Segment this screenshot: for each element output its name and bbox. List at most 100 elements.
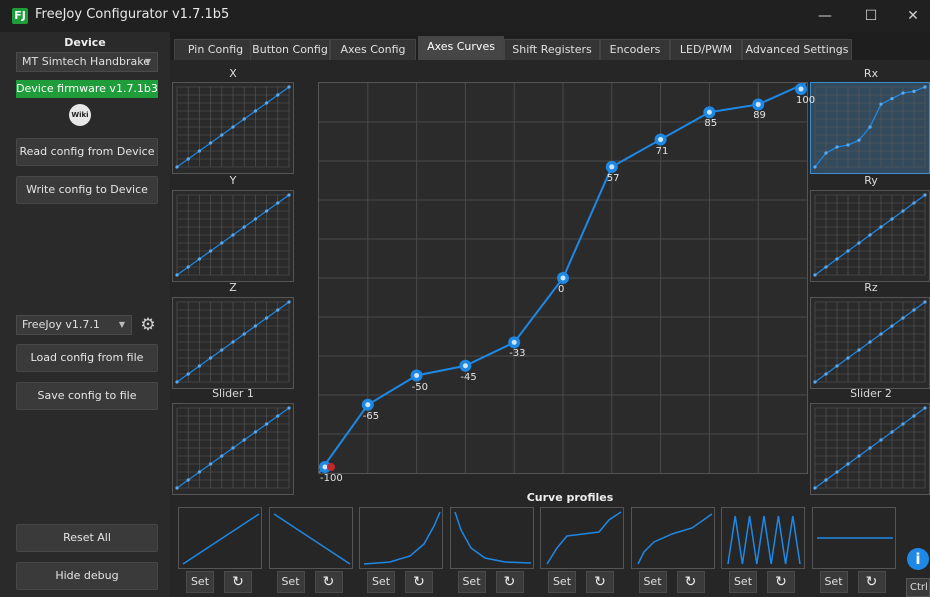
thumb-curve-point — [276, 308, 280, 312]
axis-thumb-ry[interactable] — [810, 190, 930, 282]
write-config-button[interactable]: Write config to Device — [16, 176, 158, 204]
profile-reset-icon[interactable]: ↻ — [314, 571, 343, 593]
read-config-button[interactable]: Read config from Device — [16, 138, 158, 166]
profile-reset-icon[interactable]: ↻ — [676, 571, 705, 593]
axis-thumb-y[interactable] — [172, 190, 294, 282]
version-select[interactable]: FreeJoy v1.7.1 ▼ — [16, 315, 132, 335]
tab-axes-config[interactable]: Axes Config — [330, 39, 416, 61]
axis-thumb-plot — [813, 300, 927, 384]
tab-shift-registers[interactable]: Shift Registers — [504, 39, 600, 61]
axis-label-y: Y — [229, 174, 237, 187]
thumb-curve-point — [265, 422, 269, 426]
axis-thumb-rx[interactable] — [810, 82, 930, 174]
curve-profile-exponent[interactable] — [359, 507, 443, 569]
app-logo-icon: FJ — [12, 8, 28, 24]
tab-pin-config[interactable]: Pin Config — [174, 39, 257, 61]
thumb-curve-point — [835, 364, 839, 368]
thumb-curve-point — [923, 193, 927, 197]
tab-encoders[interactable]: Encoders — [600, 39, 670, 61]
axis-thumb-plot — [813, 193, 927, 277]
tab-button-config[interactable]: Button Config — [250, 39, 330, 61]
axis-thumb-slider-1[interactable] — [172, 403, 294, 495]
curve-plot[interactable] — [318, 82, 807, 474]
load-config-button[interactable]: Load config from file — [16, 344, 158, 372]
profile-set-button[interactable]: Set — [276, 571, 305, 593]
thumb-curve-point — [242, 332, 246, 336]
profile-reset-icon[interactable]: ↻ — [586, 571, 614, 593]
thumb-curve-point — [901, 91, 905, 95]
thumb-curve-point — [276, 201, 280, 205]
sidebar: Device MT Simtech Handbrake ▼ Device fir… — [0, 32, 170, 597]
curve-point-label: -65 — [362, 410, 380, 422]
profile-curve-line — [636, 513, 712, 565]
thumb-curve-point — [242, 438, 246, 442]
profile-set-button[interactable]: Set — [367, 571, 395, 593]
wiki-globe-icon[interactable]: Wiki — [69, 104, 91, 126]
tab-led-pwm[interactable]: LED/PWM — [670, 39, 742, 61]
thumb-curve-point — [253, 109, 257, 113]
curve-profile-zigzag[interactable] — [721, 507, 805, 569]
profile-reset-icon[interactable]: ↻ — [857, 571, 886, 593]
axis-thumb-plot — [175, 85, 291, 169]
profile-curve-line — [546, 511, 622, 565]
profile-preview — [182, 513, 260, 565]
info-icon[interactable]: i — [907, 548, 929, 570]
curve-point-center — [462, 363, 468, 369]
reset-all-button[interactable]: Reset All — [16, 524, 158, 552]
profile-reset-icon[interactable]: ↻ — [224, 571, 252, 593]
curve-profile-s-curve[interactable] — [540, 507, 624, 569]
profile-reset-icon[interactable]: ↻ — [405, 571, 433, 593]
close-button[interactable]: ✕ — [907, 8, 919, 24]
curve-profile-decay[interactable] — [449, 507, 534, 569]
thumb-curve-point — [186, 372, 190, 376]
profile-curve-line — [453, 511, 531, 564]
thumb-curve-point — [175, 380, 179, 384]
profile-set-button[interactable]: Set — [548, 571, 576, 593]
thumb-curve-point — [857, 241, 861, 245]
thumb-curve-point — [276, 93, 280, 97]
profile-set-button[interactable]: Set — [729, 571, 757, 593]
thumb-curve-point — [835, 145, 839, 149]
thumb-curve-point — [923, 85, 927, 89]
curve-profile-linear[interactable] — [178, 507, 262, 569]
save-config-button[interactable]: Save config to file — [16, 382, 158, 410]
curve-profile-ease[interactable] — [630, 507, 715, 569]
thumb-curve-point — [197, 257, 201, 261]
thumb-curve-point — [220, 241, 224, 245]
maximize-button[interactable]: ☐ — [864, 8, 878, 24]
profile-preview — [453, 511, 531, 564]
hide-debug-button[interactable]: Hide debug — [16, 562, 158, 590]
curve-profile-flat[interactable] — [811, 507, 896, 569]
curve-point-label: -100 — [320, 473, 343, 484]
curve-profile-inverted[interactable] — [268, 507, 353, 569]
thumb-curve-point — [231, 446, 235, 450]
curve-point-center — [658, 137, 664, 143]
axis-thumb-z[interactable] — [172, 297, 294, 389]
curve-editor[interactable] — [318, 82, 808, 474]
axis-label-ry: Ry — [864, 174, 878, 187]
curve-point-label: 89 — [753, 110, 766, 122]
profile-preview — [636, 513, 712, 565]
tab-axes-curves[interactable]: Axes Curves — [418, 36, 504, 61]
thumb-curve-point — [868, 340, 872, 344]
device-select[interactable]: MT Simtech Handbrake ▼ — [16, 52, 158, 72]
axis-thumb-rz[interactable] — [810, 297, 930, 389]
curve-point-label: 71 — [655, 145, 669, 157]
profile-set-button[interactable]: Set — [819, 571, 848, 593]
profile-reset-icon[interactable]: ↻ — [767, 571, 795, 593]
firmware-status: Device firmware v1.7.1b3 — [16, 80, 158, 98]
gear-icon[interactable]: ⚙ — [140, 315, 156, 335]
thumb-curve-point — [890, 430, 894, 434]
profile-reset-icon[interactable]: ↻ — [495, 571, 524, 593]
thumb-curve-point — [242, 225, 246, 229]
axis-thumb-slider-2[interactable] — [810, 403, 930, 495]
profile-set-button[interactable]: Set — [186, 571, 214, 593]
profile-set-button[interactable]: Set — [638, 571, 667, 593]
profile-set-button[interactable]: Set — [457, 571, 486, 593]
thumb-curve-point — [197, 364, 201, 368]
axis-thumb-x[interactable] — [172, 82, 294, 174]
axis-label-rx: Rx — [863, 67, 879, 80]
tab-advanced-settings[interactable]: Advanced Settings — [742, 39, 852, 61]
minimize-button[interactable]: — — [818, 8, 832, 24]
thumb-curve-point — [175, 273, 179, 277]
